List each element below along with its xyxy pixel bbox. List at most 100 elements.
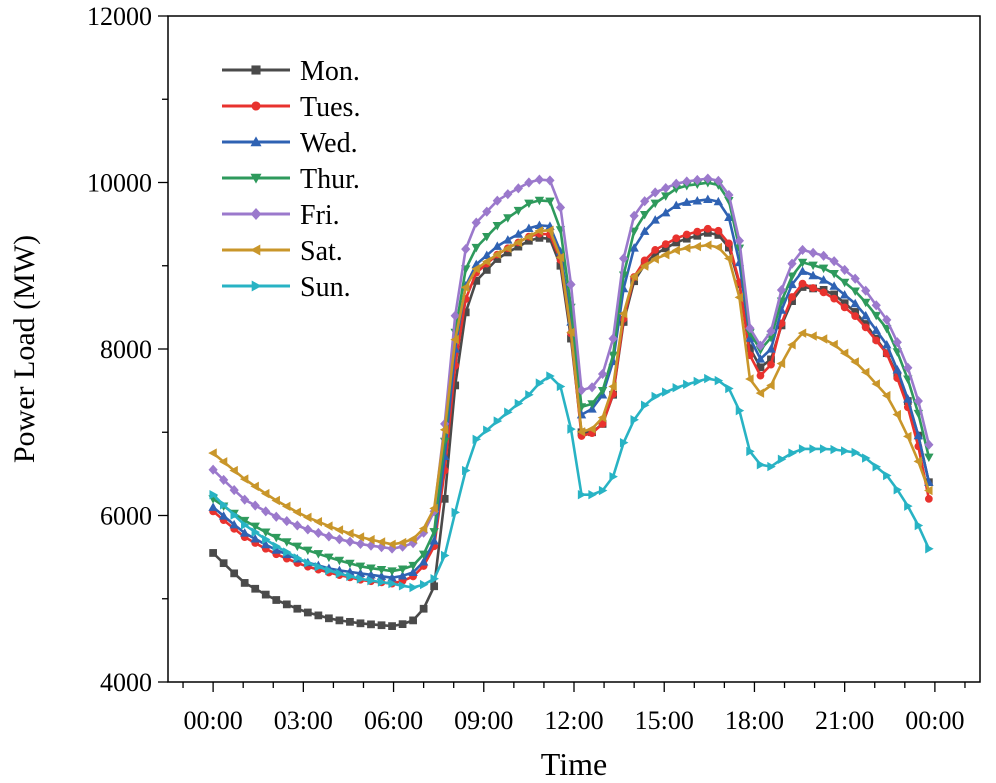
data-point (641, 400, 650, 410)
data-point (471, 217, 481, 228)
data-point (472, 434, 482, 444)
legend-item-mon: Mon. (222, 56, 360, 87)
data-point (681, 243, 691, 253)
data-point (209, 549, 217, 557)
data-point (239, 516, 250, 526)
data-point (619, 253, 629, 264)
data-point (324, 531, 334, 542)
data-point (439, 425, 449, 435)
x-tick-label: 06:00 (364, 706, 423, 735)
data-point (398, 581, 408, 591)
data-point (829, 339, 838, 350)
data-point (471, 243, 481, 253)
legend: Mon. Tues. Wed. Thur. Fri. Sat. Sun. (222, 56, 360, 303)
data-point (629, 210, 639, 221)
data-point (629, 271, 638, 282)
data-point (534, 196, 545, 206)
data-point (250, 481, 259, 492)
data-point (209, 489, 218, 500)
data-point (314, 561, 324, 572)
data-point (376, 565, 387, 575)
data-point (904, 501, 913, 511)
data-point (714, 375, 724, 386)
data-point (430, 582, 439, 591)
x-tick-label: 15:00 (635, 706, 694, 735)
data-point (597, 368, 608, 380)
data-point (566, 279, 576, 290)
data-point (808, 247, 818, 258)
data-point (776, 358, 786, 369)
data-point (345, 528, 354, 539)
data-point (293, 553, 303, 563)
data-point (777, 454, 787, 465)
data-point (303, 524, 313, 535)
data-point (397, 537, 407, 548)
data-point (398, 620, 407, 629)
data-point (229, 519, 239, 529)
data-point (272, 596, 281, 604)
data-point (388, 578, 397, 589)
legend-marker (250, 136, 262, 147)
data-point (251, 584, 260, 593)
data-point (492, 241, 503, 250)
data-point (482, 250, 492, 260)
data-point (587, 382, 597, 393)
data-point (829, 269, 839, 279)
data-point (839, 290, 850, 299)
data-point (903, 431, 912, 442)
legend-item-wed: Wed. (222, 128, 358, 159)
data-point (861, 298, 871, 308)
data-point (292, 507, 301, 517)
x-tick-label: 00:00 (905, 706, 964, 735)
data-point (271, 533, 281, 543)
data-point (250, 533, 260, 543)
data-point (672, 383, 682, 393)
data-point (755, 354, 766, 363)
data-point (587, 400, 597, 409)
series-sun (209, 371, 934, 593)
data-point (356, 574, 366, 584)
data-point (629, 227, 639, 237)
data-point (419, 579, 429, 590)
data-point (892, 337, 902, 348)
legend-item-tues: Tues. (222, 92, 360, 123)
data-point (524, 231, 533, 242)
series-wed (208, 194, 934, 582)
data-point (346, 617, 354, 626)
data-point (608, 351, 618, 361)
data-point (660, 250, 670, 260)
data-point (839, 278, 850, 288)
data-point (734, 235, 745, 246)
data-point (788, 293, 796, 301)
data-point (230, 569, 239, 578)
data-point (850, 273, 860, 284)
series-sat (208, 225, 933, 550)
legend-item-sat: Sat. (222, 236, 343, 267)
data-point (429, 503, 438, 514)
data-point (682, 197, 692, 206)
data-point (471, 264, 480, 274)
data-point (798, 444, 808, 454)
y-tick-label: 8000 (100, 335, 152, 364)
data-point (840, 264, 850, 275)
data-point (524, 223, 534, 232)
data-point (261, 590, 270, 599)
data-point (345, 559, 355, 569)
data-point (534, 174, 545, 185)
data-point (239, 528, 250, 537)
data-point (430, 574, 439, 584)
y-tick-label: 6000 (100, 502, 152, 531)
data-point (546, 371, 555, 381)
legend-item-fri: Fri. (222, 200, 340, 231)
x-tick-labels: 00:00 03:00 06:00 09:00 12:00 15:00 18:00 21:00… (183, 706, 964, 735)
axis-ticks (158, 15, 966, 692)
data-point (787, 272, 797, 281)
data-point (650, 187, 660, 198)
data-point (924, 453, 934, 463)
data-point (714, 226, 723, 235)
data-point (397, 565, 408, 575)
data-point (282, 516, 292, 527)
data-point (651, 246, 660, 254)
legend-marker (250, 244, 261, 256)
data-point (925, 544, 934, 554)
